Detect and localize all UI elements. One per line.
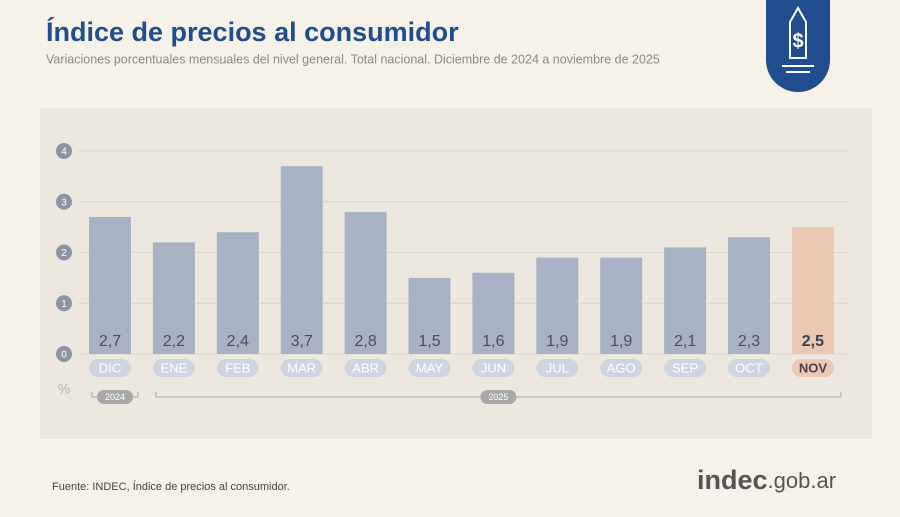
- category-pill: [600, 359, 643, 377]
- category-pill: [280, 359, 323, 377]
- category-pill: [216, 359, 259, 377]
- y-tick-label: 2: [61, 248, 67, 259]
- category-pill: [152, 359, 195, 377]
- bar: [472, 272, 515, 354]
- year-pill: [480, 390, 517, 404]
- chart-subtitle: Variaciones porcentuales mensuales del n…: [46, 52, 660, 66]
- y-tick-bubble: [56, 143, 72, 159]
- y-tick-bubble: [56, 346, 72, 362]
- x-tick-label: AGO: [607, 360, 636, 375]
- x-tick-label: JUL: [546, 360, 569, 375]
- category-pill: [408, 359, 451, 377]
- logo-domain: .gob.ar: [768, 468, 837, 493]
- y-tick-bubble: [56, 295, 72, 312]
- bar: [408, 277, 451, 354]
- x-tick-label: OCT: [735, 360, 763, 375]
- year-label: 2024: [105, 392, 125, 402]
- x-tick-label: NOV: [799, 360, 828, 375]
- y-tick-bubble: [56, 244, 72, 261]
- y-axis-label: %: [58, 381, 70, 397]
- value-label: 2,3: [738, 333, 760, 350]
- bar: [152, 242, 195, 354]
- value-label: 2,2: [163, 333, 185, 350]
- svg-text:$: $: [792, 30, 803, 52]
- year-label: 2025: [488, 392, 508, 402]
- value-label: 3,7: [291, 333, 313, 350]
- value-label: 2,8: [354, 333, 376, 350]
- value-label: 1,6: [482, 333, 504, 350]
- y-tick-label: 1: [61, 299, 67, 310]
- value-label: 2,5: [802, 333, 824, 350]
- bar: [600, 257, 643, 354]
- category-pill: [89, 359, 131, 377]
- category-pill: [472, 359, 515, 377]
- x-tick-label: DIC: [99, 360, 121, 375]
- bar: [791, 227, 834, 354]
- category-pill: [536, 359, 579, 377]
- bar: [536, 257, 579, 354]
- bar: [728, 237, 770, 354]
- x-tick-label: SEP: [672, 360, 698, 375]
- bar: [280, 166, 323, 354]
- x-tick-label: MAR: [287, 360, 316, 375]
- value-label: 2,7: [99, 333, 121, 350]
- x-tick-label: ABR: [352, 360, 379, 375]
- x-tick-label: JUN: [481, 360, 506, 375]
- logo-badge: $: [766, 0, 830, 92]
- value-label: 2,1: [674, 333, 696, 350]
- logo-main: indec: [697, 465, 768, 495]
- value-label: 1,9: [546, 333, 568, 350]
- bar: [216, 232, 259, 354]
- y-tick-bubble: [56, 193, 72, 210]
- year-pill: [97, 390, 133, 404]
- x-tick-label: FEB: [225, 360, 250, 375]
- source: Fuente: INDEC, Índice de precios al cons…: [52, 480, 290, 493]
- bar: [664, 247, 707, 354]
- y-tick-label: 3: [61, 197, 67, 208]
- bar: [89, 216, 131, 354]
- chart-title: Índice de precios al consumidor: [46, 16, 459, 47]
- value-label: 1,9: [610, 333, 632, 350]
- value-label: 2,4: [227, 333, 249, 350]
- bar: [344, 211, 387, 354]
- y-tick-label: 4: [61, 147, 67, 158]
- category-pill: [791, 359, 834, 377]
- category-pill: [344, 359, 387, 377]
- x-tick-label: MAY: [416, 360, 444, 375]
- category-pill: [664, 359, 707, 377]
- value-label: 1,5: [418, 333, 440, 350]
- logo-text: indec.gob.ar: [697, 465, 836, 495]
- y-tick-label: 0: [61, 350, 67, 361]
- x-tick-label: ENE: [161, 360, 188, 375]
- category-pill: [728, 359, 770, 377]
